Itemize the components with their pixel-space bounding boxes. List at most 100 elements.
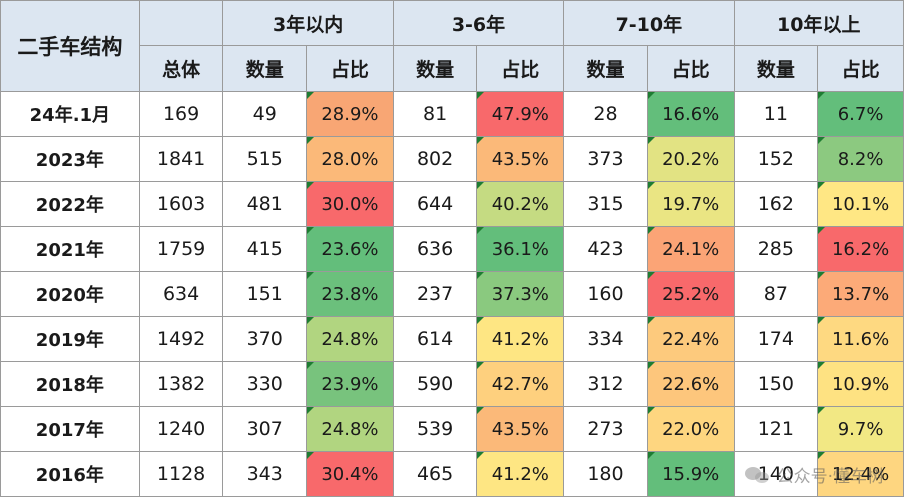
count-cell[interactable]: 49 (222, 91, 308, 137)
share-cell[interactable]: 22.0% (646, 406, 735, 452)
group-header-3[interactable]: 10年以上 (733, 0, 904, 46)
share-cell[interactable]: 42.7% (476, 361, 565, 407)
count-cell[interactable]: 415 (222, 226, 308, 272)
count-cell[interactable]: 273 (563, 406, 648, 452)
share-header-2[interactable]: 占比 (646, 45, 735, 92)
count-header-2[interactable]: 数量 (563, 45, 648, 92)
count-cell[interactable]: 636 (392, 226, 478, 272)
share-cell[interactable]: 28.0% (306, 136, 394, 182)
count-cell[interactable]: 614 (392, 316, 478, 362)
share-cell[interactable]: 25.2% (646, 271, 735, 317)
share-cell[interactable]: 28.9% (306, 91, 394, 137)
share-cell[interactable]: 13.7% (817, 271, 904, 317)
row-label[interactable]: 2020年 (0, 271, 140, 317)
share-cell[interactable]: 24.8% (306, 406, 394, 452)
total-header[interactable]: 总体 (138, 45, 224, 92)
count-cell[interactable]: 481 (222, 181, 308, 227)
share-cell[interactable]: 15.9% (646, 451, 735, 497)
count-cell[interactable]: 152 (733, 136, 819, 182)
count-cell[interactable]: 423 (563, 226, 648, 272)
total-cell[interactable]: 634 (138, 271, 224, 317)
share-header-0[interactable]: 占比 (306, 45, 394, 92)
count-cell[interactable]: 11 (733, 91, 819, 137)
count-cell[interactable]: 81 (392, 91, 478, 137)
count-cell[interactable]: 334 (563, 316, 648, 362)
row-label[interactable]: 2018年 (0, 361, 140, 407)
count-cell[interactable]: 180 (563, 451, 648, 497)
share-header-3[interactable]: 占比 (817, 45, 904, 92)
share-cell[interactable]: 19.7% (646, 181, 735, 227)
group-header-0[interactable]: 3年以内 (222, 0, 394, 46)
share-header-1[interactable]: 占比 (476, 45, 565, 92)
count-cell[interactable]: 174 (733, 316, 819, 362)
row-label[interactable]: 2016年 (0, 451, 140, 497)
share-cell[interactable]: 41.2% (476, 451, 565, 497)
share-cell[interactable]: 10.1% (817, 181, 904, 227)
share-cell[interactable]: 37.3% (476, 271, 565, 317)
count-cell[interactable]: 370 (222, 316, 308, 362)
total-cell[interactable]: 169 (138, 91, 224, 137)
group-header-2[interactable]: 7-10年 (563, 0, 735, 46)
count-cell[interactable]: 151 (222, 271, 308, 317)
share-cell[interactable]: 24.1% (646, 226, 735, 272)
count-cell[interactable]: 312 (563, 361, 648, 407)
count-header-3[interactable]: 数量 (733, 45, 819, 92)
total-cell[interactable]: 1492 (138, 316, 224, 362)
blank-header-cell[interactable] (138, 0, 224, 46)
row-label[interactable]: 24年.1月 (0, 91, 140, 137)
total-cell[interactable]: 1382 (138, 361, 224, 407)
total-cell[interactable]: 1759 (138, 226, 224, 272)
total-cell[interactable]: 1240 (138, 406, 224, 452)
total-cell[interactable]: 1128 (138, 451, 224, 497)
share-cell[interactable]: 30.0% (306, 181, 394, 227)
count-cell[interactable]: 330 (222, 361, 308, 407)
count-cell[interactable]: 465 (392, 451, 478, 497)
count-cell[interactable]: 539 (392, 406, 478, 452)
share-cell[interactable]: 9.7% (817, 406, 904, 452)
share-cell[interactable]: 12.4% (817, 451, 904, 497)
row-label[interactable]: 2023年 (0, 136, 140, 182)
row-label[interactable]: 2021年 (0, 226, 140, 272)
count-cell[interactable]: 160 (563, 271, 648, 317)
row-label[interactable]: 2022年 (0, 181, 140, 227)
share-cell[interactable]: 6.7% (817, 91, 904, 137)
count-cell[interactable]: 590 (392, 361, 478, 407)
count-cell[interactable]: 237 (392, 271, 478, 317)
count-cell[interactable]: 644 (392, 181, 478, 227)
share-cell[interactable]: 41.2% (476, 316, 565, 362)
total-cell[interactable]: 1603 (138, 181, 224, 227)
share-cell[interactable]: 10.9% (817, 361, 904, 407)
row-label[interactable]: 2017年 (0, 406, 140, 452)
group-header-1[interactable]: 3-6年 (392, 0, 565, 46)
share-cell[interactable]: 40.2% (476, 181, 565, 227)
share-cell[interactable]: 30.4% (306, 451, 394, 497)
count-cell[interactable]: 373 (563, 136, 648, 182)
share-cell[interactable]: 23.6% (306, 226, 394, 272)
share-cell[interactable]: 11.6% (817, 316, 904, 362)
share-cell[interactable]: 22.4% (646, 316, 735, 362)
count-header-1[interactable]: 数量 (392, 45, 478, 92)
share-cell[interactable]: 16.2% (817, 226, 904, 272)
count-cell[interactable]: 802 (392, 136, 478, 182)
count-cell[interactable]: 162 (733, 181, 819, 227)
count-cell[interactable]: 343 (222, 451, 308, 497)
count-cell[interactable]: 87 (733, 271, 819, 317)
count-cell[interactable]: 140 (733, 451, 819, 497)
share-cell[interactable]: 23.9% (306, 361, 394, 407)
count-cell[interactable]: 285 (733, 226, 819, 272)
count-cell[interactable]: 515 (222, 136, 308, 182)
count-header-0[interactable]: 数量 (222, 45, 308, 92)
share-cell[interactable]: 16.6% (646, 91, 735, 137)
share-cell[interactable]: 43.5% (476, 406, 565, 452)
count-cell[interactable]: 315 (563, 181, 648, 227)
count-cell[interactable]: 307 (222, 406, 308, 452)
count-cell[interactable]: 28 (563, 91, 648, 137)
share-cell[interactable]: 24.8% (306, 316, 394, 362)
count-cell[interactable]: 121 (733, 406, 819, 452)
total-cell[interactable]: 1841 (138, 136, 224, 182)
count-cell[interactable]: 150 (733, 361, 819, 407)
corner-header[interactable]: 二手车结构 (0, 0, 140, 92)
share-cell[interactable]: 47.9% (476, 91, 565, 137)
share-cell[interactable]: 36.1% (476, 226, 565, 272)
share-cell[interactable]: 22.6% (646, 361, 735, 407)
